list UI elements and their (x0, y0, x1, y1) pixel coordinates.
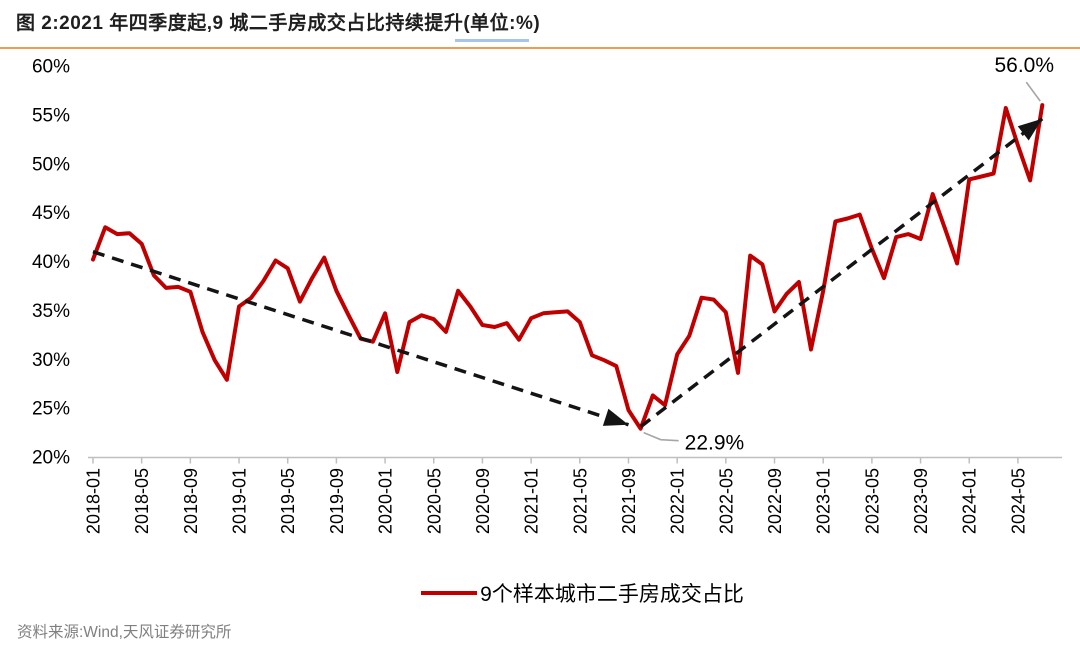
x-tick-label: 2020-09 (473, 468, 493, 534)
arrowhead (1017, 118, 1043, 141)
series-line (91, 103, 1045, 431)
x-tick-label: 2019-09 (327, 468, 347, 534)
data-label: 22.9% (685, 432, 745, 455)
y-tick-label: 30% (32, 350, 70, 371)
x-tick-label: 2024-05 (1008, 468, 1028, 534)
x-tick-label: 2022-09 (765, 468, 785, 534)
y-tick-label: 20% (32, 448, 70, 469)
legend-label: 9个样本城市二手房成交占比 (480, 583, 744, 606)
y-tick-label: 60% (32, 57, 70, 78)
x-tick-label: 2023-09 (911, 468, 931, 534)
x-tick-label: 2023-05 (862, 468, 882, 534)
chart-legend: 9个样本城市二手房成交占比 (0, 578, 1080, 608)
trend-arrows (92, 117, 1044, 429)
x-tick-label: 2019-05 (278, 468, 298, 534)
data-label: 56.0% (994, 54, 1054, 77)
x-tick-label: 2021-09 (619, 468, 639, 534)
x-tick-label: 2018-01 (84, 468, 104, 534)
x-tick-label: 2020-05 (424, 468, 444, 534)
y-tick-label: 45% (32, 203, 70, 224)
y-tick-label: 25% (32, 399, 70, 420)
x-tick-label: 2018-05 (132, 468, 152, 534)
x-axis: 2018-01 2018-05 2018-09 2019-01 2019-05 2019-… (84, 456, 1062, 534)
x-tick-label: 2019-01 (230, 468, 250, 534)
source-note: 资料来源:Wind,天风证券研究所 (17, 624, 232, 641)
y-axis: 60% 55% 50% 45% 40% 35% 30% 25% 20% (32, 57, 70, 469)
x-tick-label: 2023-01 (814, 468, 834, 534)
x-tick-label: 2018-09 (181, 468, 201, 534)
y-tick-label: 50% (32, 154, 70, 175)
trend-arrow-up (639, 117, 1044, 429)
legend-line-swatch (421, 591, 478, 595)
y-tick-label: 40% (32, 252, 70, 273)
figure-title: 图 2:2021 年四季度起,9 城二手房成交占比持续提升(单位:%) (16, 13, 541, 34)
callout-line (643, 431, 679, 442)
title-annotation-underline (455, 39, 529, 42)
x-tick-label: 2021-05 (570, 468, 590, 534)
annotations: 22.9% 56.0% (643, 54, 1054, 455)
trend-arrow-down (92, 250, 630, 427)
y-tick-label: 35% (32, 301, 70, 322)
y-tick-label: 55% (32, 105, 70, 126)
accent-rule (0, 47, 1080, 49)
arrowhead (602, 408, 629, 426)
x-tick-label: 2022-01 (668, 468, 688, 534)
x-tick-label: 2024-01 (960, 468, 980, 534)
x-tick-label: 2020-01 (376, 468, 396, 534)
x-tick-label: 2021-01 (522, 468, 542, 534)
callout-line (1025, 81, 1041, 102)
x-tick-label: 2022-05 (716, 468, 736, 534)
